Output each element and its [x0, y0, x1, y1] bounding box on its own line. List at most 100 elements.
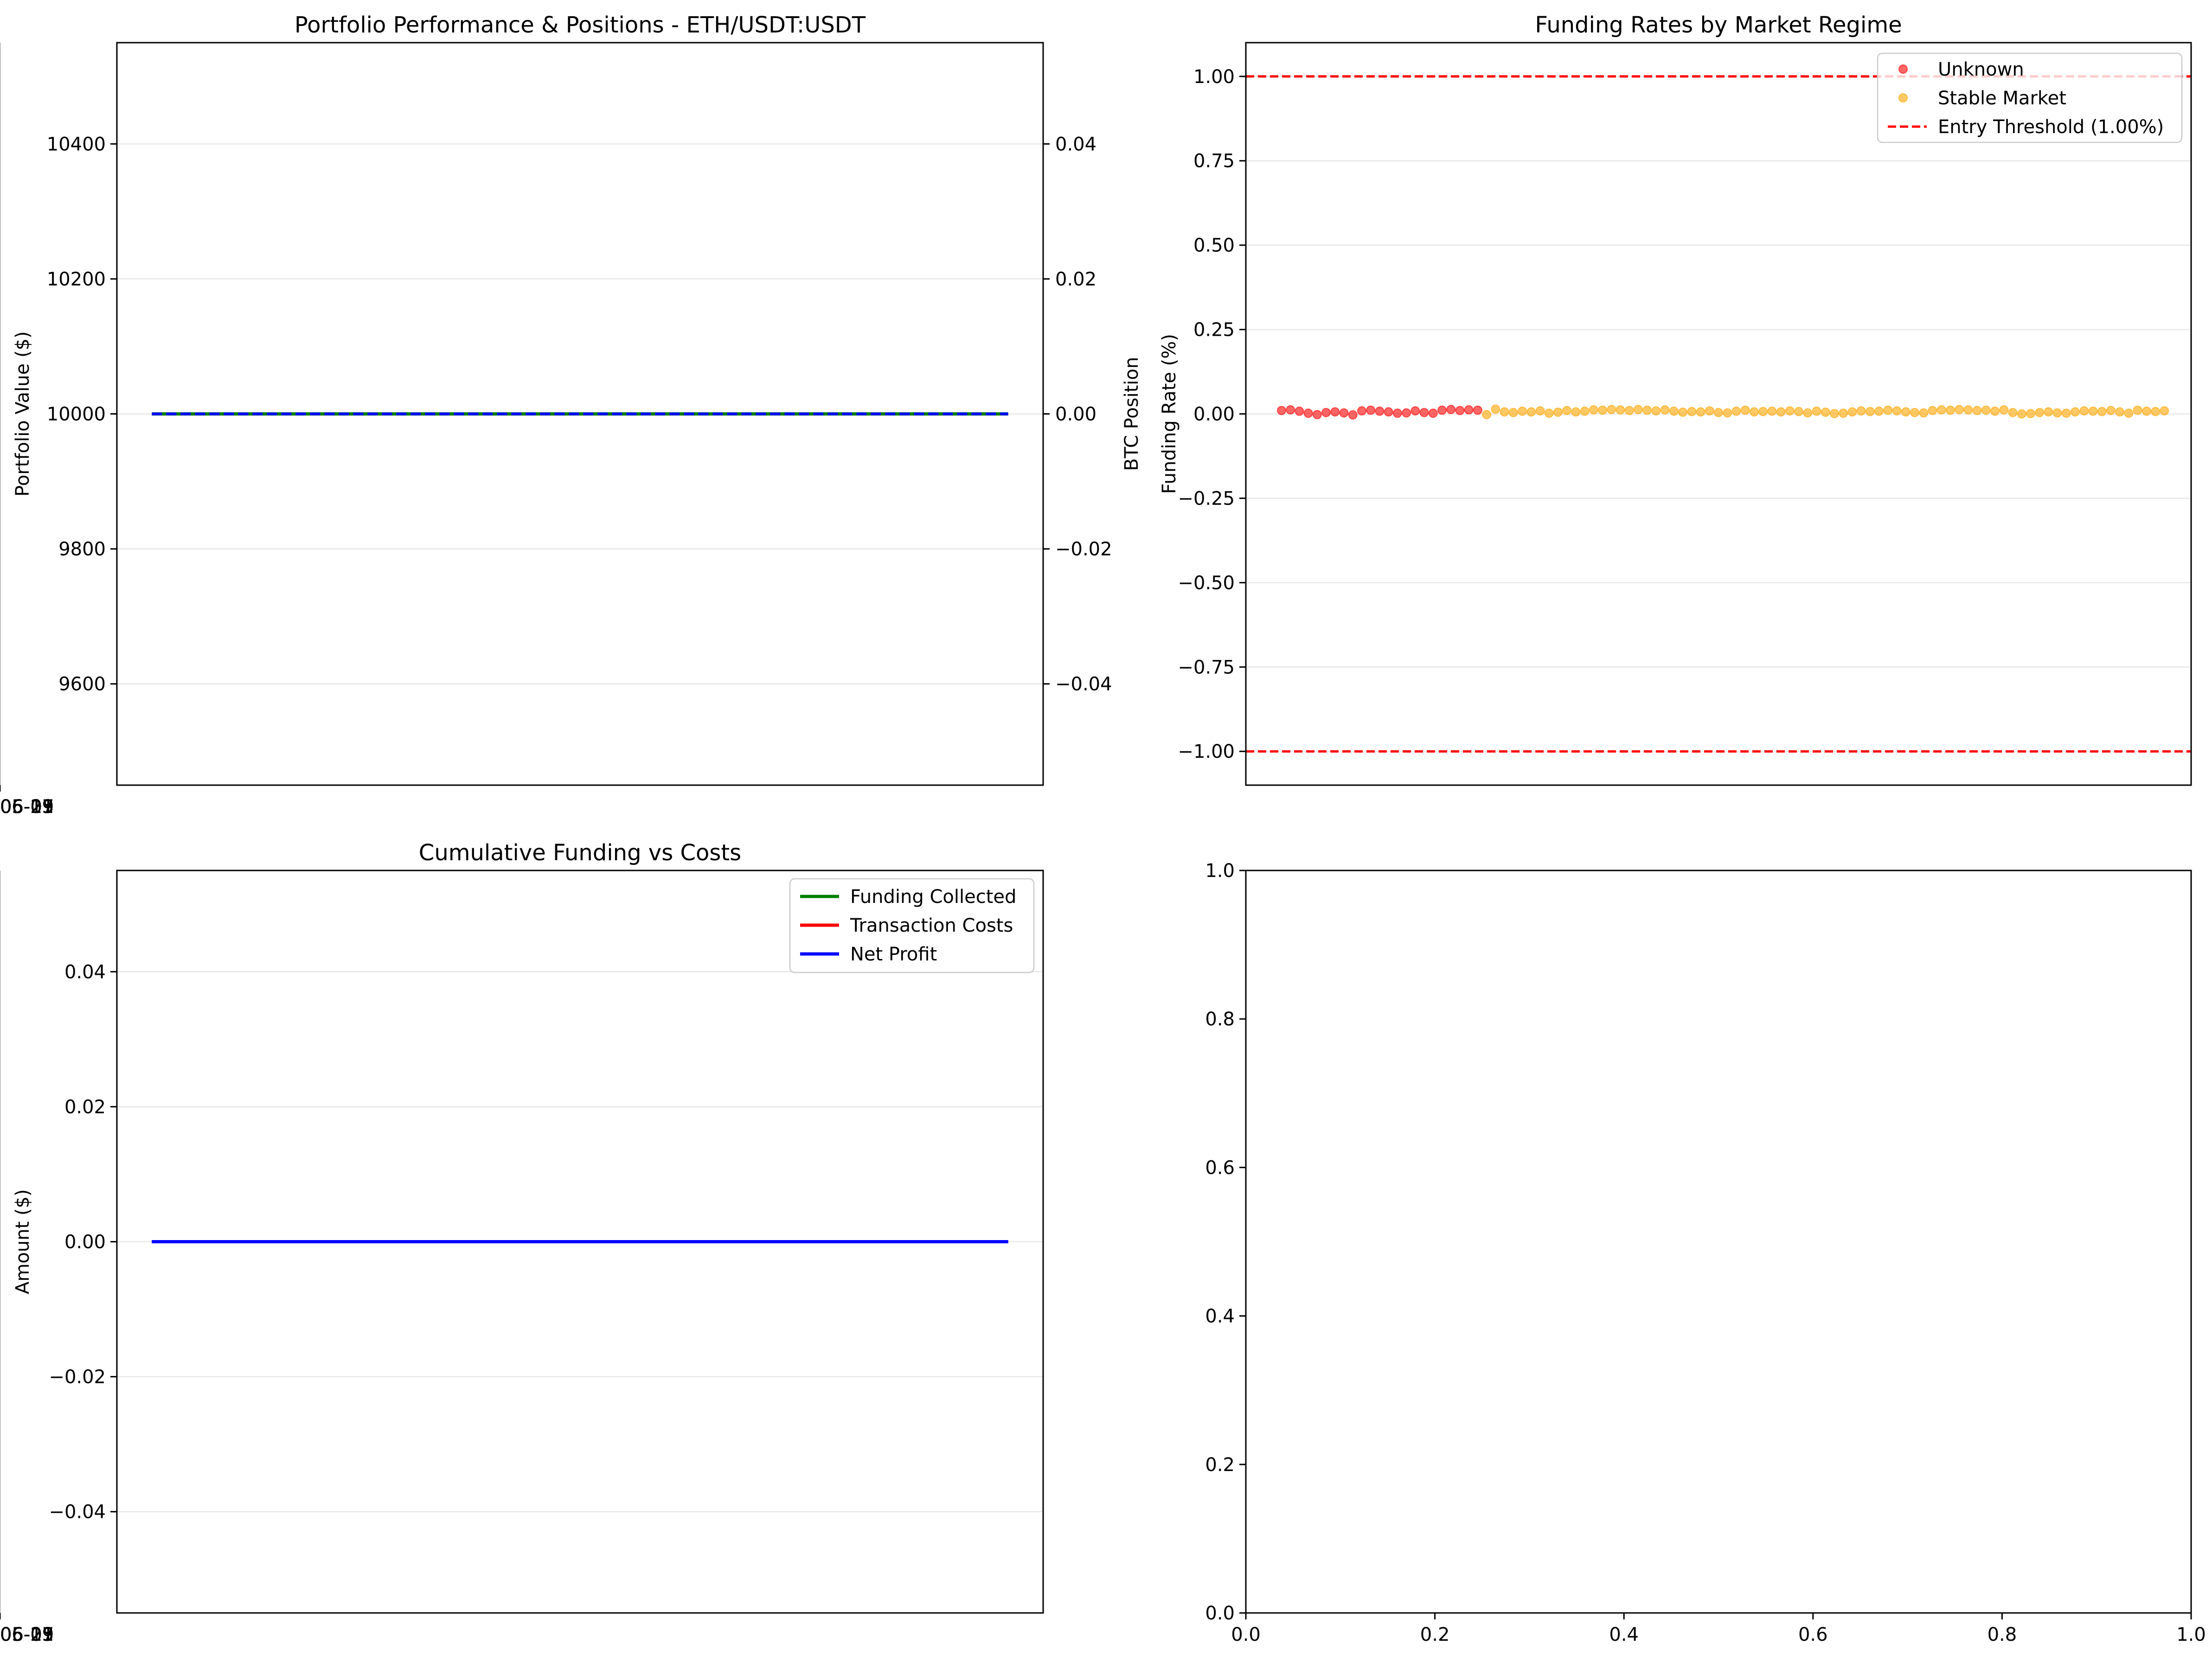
- point: [1624, 406, 1634, 416]
- point: [1776, 407, 1786, 417]
- point: [1910, 408, 1919, 417]
- y-tick-label: 0.4: [1205, 1306, 1235, 1327]
- point: [1473, 405, 1482, 415]
- point: [1740, 405, 1750, 415]
- point: [1491, 404, 1500, 414]
- point: [1856, 406, 1866, 416]
- point: [2044, 407, 2053, 417]
- point: [1518, 406, 1527, 416]
- point: [1919, 408, 1929, 418]
- point: [1357, 406, 1366, 416]
- point: [1767, 406, 1777, 416]
- x-tick-label: 2025-06-09: [0, 796, 54, 818]
- x-tick-label: 2025-06-01: [0, 1624, 54, 1645]
- x-tick-label: 2025-05-29: [0, 1624, 54, 1645]
- y-tick-label: 1.00: [1193, 66, 1235, 88]
- point: [1972, 406, 1982, 416]
- legend-label: Transaction Costs: [850, 915, 1013, 936]
- y-tick-label: 9600: [58, 674, 106, 695]
- x-tick-label: 2025-05-25: [0, 1624, 54, 1645]
- point: [1803, 408, 1813, 418]
- point: [1633, 405, 1643, 415]
- y-tick-label: 1.0: [1205, 860, 1235, 882]
- point: [1642, 405, 1652, 415]
- chart-panel-3: 2025-05-172025-05-212025-05-252025-05-29…: [0, 840, 1044, 1645]
- x-tick-label: 2025-06-13: [0, 796, 54, 818]
- point: [1812, 406, 1821, 416]
- point: [1990, 406, 2000, 416]
- point: [2088, 406, 2098, 416]
- point: [1678, 407, 1688, 417]
- point: [1303, 409, 1313, 418]
- y2-tick-label: −0.02: [1055, 539, 1112, 560]
- y-tick-label: 0.0: [1205, 1603, 1235, 1624]
- y-tick-label: −1.00: [1178, 741, 1235, 762]
- y-tick-label: 0.02: [64, 1096, 106, 1118]
- x-tick-label: 2025-06-09: [0, 796, 54, 818]
- x-tick-label: 2025-05-21: [0, 1624, 54, 1645]
- y-tick-label: −0.04: [49, 1502, 106, 1523]
- point: [1419, 408, 1429, 417]
- y-tick-label: −0.75: [1178, 657, 1235, 678]
- point: [1526, 407, 1536, 417]
- legend-label: Entry Threshold (1.00%): [1938, 116, 2164, 138]
- y-axis-label: Amount ($): [12, 1189, 33, 1294]
- point: [1865, 407, 1875, 416]
- x-tick-label: 2025-05-21: [0, 796, 54, 818]
- y2-axis-label: BTC Position: [1121, 357, 1142, 471]
- point: [1714, 408, 1723, 417]
- point: [2017, 409, 2026, 419]
- x-tick-label: 2025-05-17: [0, 1624, 54, 1645]
- point: [1723, 408, 1732, 418]
- x-tick-label: 0.2: [1420, 1624, 1450, 1645]
- y-tick-label: 0.00: [1193, 404, 1235, 425]
- point: [1402, 408, 1411, 418]
- point: [1607, 405, 1616, 415]
- point: [2026, 409, 2035, 418]
- point: [1286, 405, 1295, 415]
- point: [1348, 410, 1358, 420]
- point: [1981, 405, 1991, 415]
- point: [1936, 405, 1946, 415]
- point: [1696, 407, 1705, 417]
- x-tick-label: 0.8: [1988, 1624, 2017, 1645]
- x-tick-label: 2025-05-25: [0, 796, 54, 818]
- point: [1312, 409, 1322, 419]
- chart-title: Funding Rates by Market Regime: [1535, 12, 1902, 38]
- point: [2160, 406, 2169, 416]
- y-tick-label: 0.75: [1193, 151, 1235, 172]
- x-tick-label: 2025-05-29: [0, 796, 54, 818]
- axes-frame: [1245, 870, 2192, 1614]
- chart-title: Cumulative Funding vs Costs: [419, 840, 741, 866]
- x-tick-label: 2025-05-25: [0, 796, 54, 818]
- point: [1999, 405, 2009, 415]
- y2-tick-label: 0.02: [1055, 269, 1096, 290]
- y-tick-label: 0.6: [1205, 1157, 1235, 1178]
- point: [1500, 407, 1509, 417]
- x-tick-label: 2025-05-21: [0, 796, 54, 818]
- legend: Funding Collected Transaction Costs Net Pr…: [789, 878, 1035, 973]
- point: [2079, 406, 2089, 416]
- plot-area: [1246, 870, 2191, 1613]
- point: [2115, 407, 2125, 417]
- x-tick-label: 2025-06-05: [0, 1624, 54, 1645]
- point: [1874, 406, 1884, 416]
- point: [1330, 407, 1340, 417]
- x-tick-label: 0.4: [1609, 1624, 1639, 1645]
- y-tick-label: 0.04: [64, 961, 106, 983]
- point: [1339, 408, 1349, 418]
- point: [1669, 406, 1679, 416]
- point: [2124, 409, 2134, 418]
- point: [1580, 406, 1590, 416]
- y-tick-label: 10400: [47, 134, 106, 155]
- x-tick-label: 2025-06-13: [0, 1624, 54, 1645]
- point: [1821, 407, 1830, 417]
- legend-label: Net Profit: [850, 944, 937, 965]
- point: [1321, 408, 1331, 417]
- point: [1651, 406, 1661, 416]
- chart-panel-1: 2025-05-172025-05-212025-05-252025-05-29…: [0, 12, 1142, 818]
- point: [2097, 407, 2107, 416]
- legend-box: [1877, 52, 2183, 143]
- y-tick-label: −0.02: [49, 1367, 106, 1388]
- x-tick-label: 2025-06-17: [0, 796, 54, 818]
